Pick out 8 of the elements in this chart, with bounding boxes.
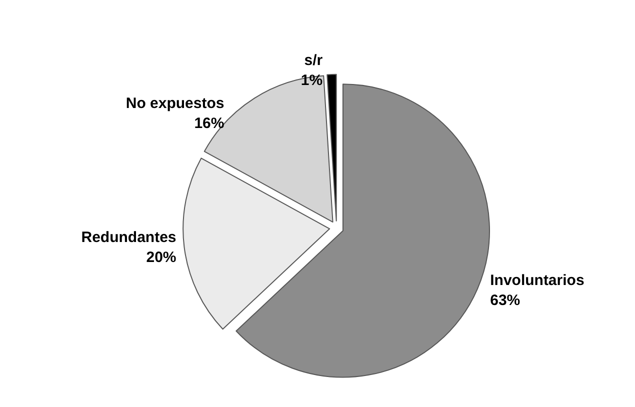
slice-label: Involuntarios xyxy=(490,272,584,289)
data-label: 63% xyxy=(490,292,520,309)
slice-label: Redundantes xyxy=(81,229,176,246)
data-label: 16% xyxy=(194,115,224,132)
slice-label: No expuestos xyxy=(126,95,224,112)
data-label: 1% xyxy=(300,72,323,89)
data-label: 20% xyxy=(146,249,176,266)
slice-label: s/r xyxy=(304,52,323,69)
